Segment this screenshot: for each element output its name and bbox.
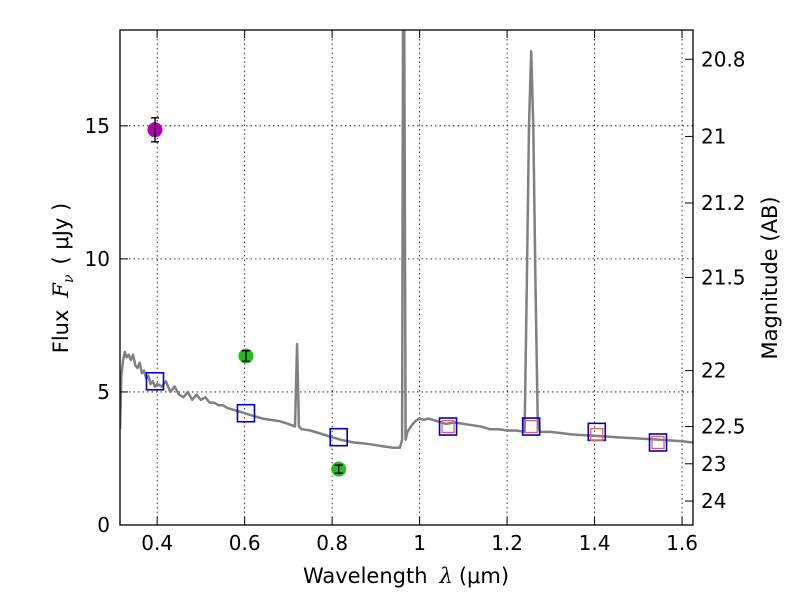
y2-tick-label: 21.2 bbox=[701, 191, 746, 215]
observed-photometry-box bbox=[524, 419, 538, 434]
y2-tick-label: 21 bbox=[701, 124, 726, 148]
series-layer bbox=[120, 30, 693, 450]
y-axis-title-text: Flux bbox=[49, 310, 73, 354]
y-axis-title-symbol: F bbox=[49, 282, 73, 299]
model-photometry-square bbox=[145, 371, 165, 391]
y2-tick-label: 21.5 bbox=[701, 266, 746, 290]
x-tick-label: 0.8 bbox=[316, 531, 348, 555]
y-axis-title-subscript: ν bbox=[61, 274, 77, 283]
y-tick-label: 15 bbox=[85, 114, 110, 138]
model-photometry-square bbox=[648, 433, 668, 452]
x-tick-label: 0.4 bbox=[141, 531, 173, 555]
y2-axis-title: Magnitude (AB) bbox=[758, 196, 782, 359]
x-tick-label: 0.6 bbox=[229, 531, 261, 555]
plot-background bbox=[120, 30, 693, 525]
observed-photometry-box bbox=[651, 435, 665, 450]
x-axis-title-unit: (μm) bbox=[459, 564, 509, 588]
observed-photometry-box bbox=[590, 427, 604, 442]
model-photometry-square bbox=[329, 427, 349, 447]
x-axis-title: Wavelength λ (μm) bbox=[303, 564, 509, 588]
x-tick-label: 1.6 bbox=[666, 531, 698, 555]
y-axis-title: Flux Fν ( μJy ) bbox=[49, 203, 77, 353]
spectrum-line bbox=[120, 30, 693, 450]
model-photometry-square bbox=[438, 417, 458, 436]
x-axis-title-symbol: λ bbox=[439, 564, 453, 588]
y2-tick-label: 22 bbox=[701, 359, 726, 383]
model-photometry-square bbox=[521, 417, 541, 436]
markers-layer bbox=[145, 117, 668, 477]
y-axis-title-unit: ( μJy ) bbox=[49, 203, 73, 265]
y2-tick-label: 23 bbox=[701, 452, 726, 476]
model-photometry-square bbox=[236, 403, 256, 423]
x-tick-label: 1.4 bbox=[579, 531, 611, 555]
y2-tick-label: 20.8 bbox=[701, 47, 746, 71]
y2-tick-label: 24 bbox=[701, 489, 726, 513]
x-tick-label: 1.2 bbox=[491, 531, 523, 555]
y-tick-label: 0 bbox=[97, 513, 110, 537]
y-tick-label: 5 bbox=[97, 380, 110, 404]
x-axis-title-text: Wavelength bbox=[303, 564, 428, 588]
y2-tick-label: 22.5 bbox=[701, 415, 746, 439]
y-tick-label: 10 bbox=[85, 247, 110, 271]
ticks: 0.4 0.6 0.8 1 1.2 1.4 1.6 0 5 10 15 20.8 21 21.2 21.5 2… bbox=[85, 30, 746, 555]
observed-photometry-box bbox=[441, 419, 455, 434]
x-tick-label: 1 bbox=[413, 531, 426, 555]
